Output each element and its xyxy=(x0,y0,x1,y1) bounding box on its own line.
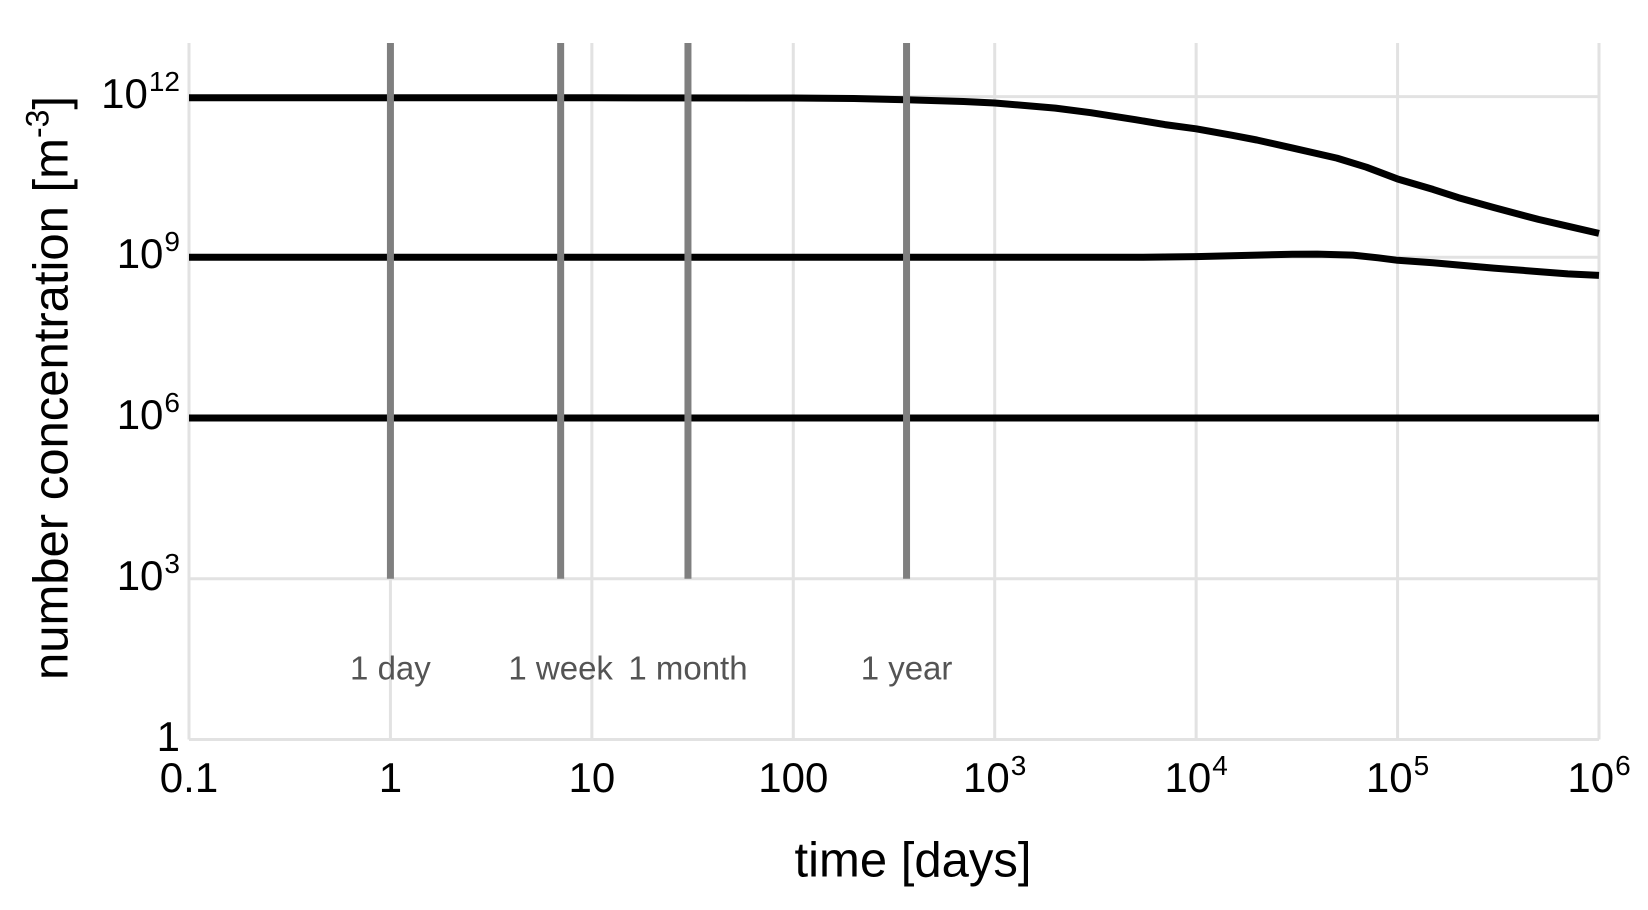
x-tick-label: 100 xyxy=(758,754,829,801)
reference-line-label: 1 day xyxy=(350,649,431,687)
reference-line-label: 1 month xyxy=(628,649,748,687)
x-axis-title: time [days] xyxy=(794,833,1032,888)
x-tick-label: 1 xyxy=(378,754,403,801)
y-tick-label: 109 xyxy=(116,226,180,278)
y-tick-label: 106 xyxy=(116,387,180,439)
y-axis-title-text: number concentration [m xyxy=(24,138,79,681)
y-tick-label: 1 xyxy=(156,712,180,760)
x-axis-title-text: time [days] xyxy=(794,833,1032,888)
curve-initial-1e12 xyxy=(189,94,1600,237)
curve-initial-1e9 xyxy=(189,250,1600,279)
x-tick-label: 105 xyxy=(1365,750,1430,801)
x-tick-label: 106 xyxy=(1567,750,1631,801)
y-tick-label: 1012 xyxy=(101,65,180,117)
y-axis-title-superscript: -3 xyxy=(19,109,56,139)
reference-line-label: 1 week xyxy=(508,649,613,687)
y-axis-title-suffix: ] xyxy=(24,95,79,110)
y-tick-label: 103 xyxy=(116,547,180,599)
x-tick-label: 103 xyxy=(963,750,1027,801)
x-tick-label: 10 xyxy=(568,754,616,801)
reference-line-label: 1 year xyxy=(860,649,953,687)
x-tick-label: 104 xyxy=(1164,750,1228,801)
y-axis-title: number concentration [m-3] xyxy=(20,95,79,681)
x-tick-label: 0.1 xyxy=(159,754,219,801)
